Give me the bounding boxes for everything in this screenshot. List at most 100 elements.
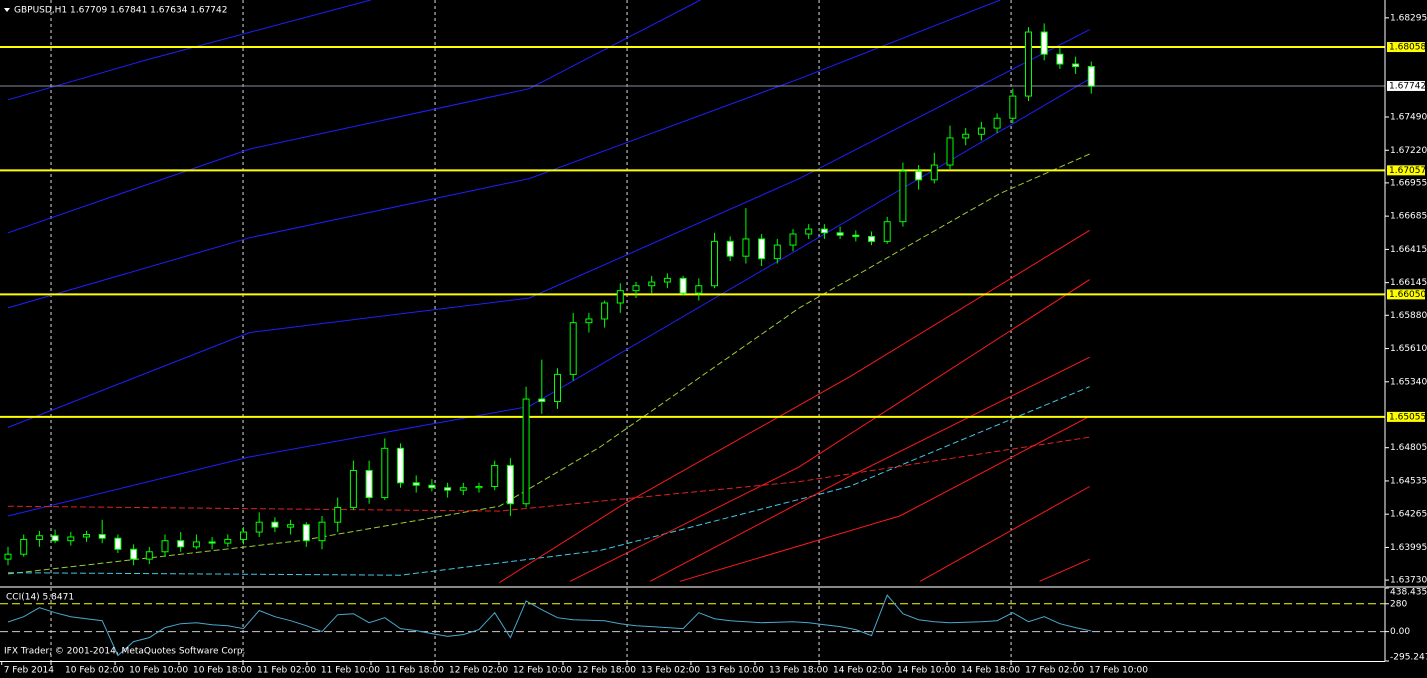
x-tick-label: 11 Feb 10:00 (321, 666, 380, 676)
x-tick-label: 13 Feb 10:00 (705, 666, 764, 676)
candle-body (836, 232, 844, 236)
candle-body (67, 536, 75, 542)
candle-body (1056, 53, 1064, 65)
indicator-line (649, 356, 1090, 582)
cci-line (7, 594, 1092, 657)
x-tick-label: 11 Feb 18:00 (385, 666, 444, 676)
x-tick-label: 12 Feb 10:00 (513, 666, 572, 676)
level-label-box (1387, 411, 1425, 422)
candle-body (444, 487, 452, 491)
candle-body (130, 548, 138, 560)
y-tick-label: 1.64535 (1390, 476, 1427, 486)
y-tick-label: 1.63730 (1390, 576, 1427, 586)
candle-body (224, 538, 232, 544)
candle-body (648, 281, 656, 287)
candle-body (554, 373, 561, 403)
candle-body (538, 398, 546, 403)
candle-body (993, 117, 1001, 129)
y-tick-label: 1.66685 (1390, 212, 1427, 222)
x-tick-label: 12 Feb 02:00 (449, 666, 508, 676)
candle-body (742, 238, 750, 257)
y-tick-label: 1.66955 (1390, 178, 1427, 188)
candle-body (192, 541, 200, 548)
menu-triangle (4, 8, 10, 12)
y-tick-label: 1.64805 (1390, 443, 1427, 453)
candle-body (962, 133, 970, 139)
level-label-box (1387, 289, 1425, 300)
candle-body (601, 302, 609, 320)
y-tick-label: 1.67490 (1390, 113, 1427, 123)
candle-body (1025, 31, 1032, 97)
candle-body (240, 531, 247, 540)
indicator-line (569, 279, 1090, 582)
candle-body (255, 521, 263, 533)
level-label: 1.66050 (1389, 290, 1426, 300)
candle-body (161, 540, 169, 553)
level-label-box (1387, 165, 1425, 176)
candle-body (711, 240, 718, 287)
candle-body (868, 235, 875, 242)
x-tick-label: 14 Feb 18:00 (961, 666, 1020, 676)
candle-body (397, 447, 404, 484)
candle-body (773, 244, 781, 260)
x-tick-label: 13 Feb 02:00 (641, 666, 700, 676)
candle-body (946, 137, 954, 166)
current-price-label: 1.67742 (1389, 81, 1426, 91)
level-label: 1.65055 (1389, 412, 1426, 422)
candle-body (899, 170, 907, 223)
candle-body (83, 534, 90, 538)
candle-body (145, 551, 153, 560)
x-tick-label: 10 Feb 18:00 (193, 666, 252, 676)
x-tick-label: 14 Feb 02:00 (833, 666, 892, 676)
x-tick-label: 12 Feb 18:00 (577, 666, 636, 676)
candle-body (569, 322, 577, 375)
candle-body (334, 506, 342, 523)
cci-panel (0, 594, 1385, 657)
candle-body (412, 482, 420, 486)
price-panel (0, 0, 1385, 584)
indicator-line (7, 0, 701, 234)
candle-body (852, 234, 860, 237)
candle-body (930, 164, 938, 181)
x-tick-label: 11 Feb 02:00 (257, 666, 316, 676)
candle-body (459, 487, 467, 491)
y-tick-label: 1.64265 (1390, 510, 1427, 520)
candle-body (349, 469, 357, 508)
indicator-line (499, 229, 1090, 584)
x-tick-label: 10 Feb 10:00 (129, 666, 188, 676)
y-tick-label: 1.66145 (1390, 278, 1427, 288)
candle-body (883, 221, 891, 242)
x-tick-label: 10 Feb 02:00 (65, 666, 124, 676)
indicator-line (7, 386, 1090, 576)
level-label-box (1387, 42, 1425, 53)
candle-body (820, 228, 828, 234)
candle-body (789, 233, 797, 246)
level-label: 1.68058 (1389, 43, 1426, 53)
y-tick-label: 1.65880 (1390, 311, 1427, 321)
cci-tick-label: -295.2471 (1390, 653, 1427, 663)
x-tick-label: 17 Feb 02:00 (1025, 666, 1084, 676)
y-tick-label: 1.65340 (1390, 377, 1427, 387)
candle-body (475, 485, 483, 489)
candle-body (271, 521, 279, 528)
candle-body (695, 285, 703, 294)
candle-body (585, 318, 593, 324)
candle-body (506, 465, 514, 505)
indicator-line (7, 0, 1001, 309)
candle-body (522, 398, 530, 505)
candle-body (977, 127, 985, 135)
candle-body (1072, 63, 1080, 68)
level-label: 1.67057 (1389, 166, 1426, 176)
candle-body (98, 534, 106, 539)
candle-body (287, 524, 295, 528)
candle-body (302, 524, 310, 542)
candle-body (679, 277, 687, 294)
chart-title: GBPUSD,H1 1.67709 1.67841 1.67634 1.6774… (14, 6, 227, 16)
indicator-line (7, 29, 1090, 428)
candle-body (208, 541, 216, 544)
candle-body (1009, 95, 1017, 119)
